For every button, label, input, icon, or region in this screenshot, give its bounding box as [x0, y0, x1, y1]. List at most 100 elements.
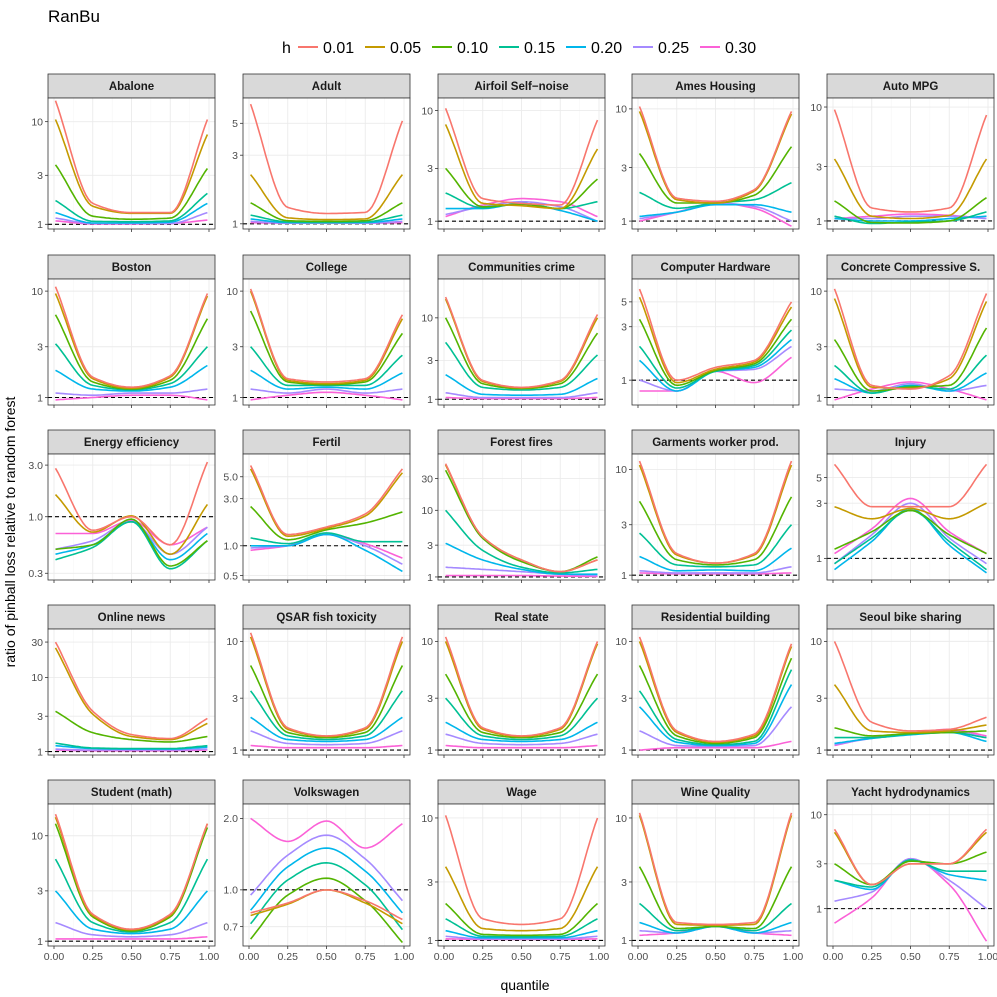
panel-10: Energy efficiency 0.3 1.0 3.0 [28, 429, 216, 583]
y-tick-label: 10 [810, 810, 822, 822]
series-line-h015 [834, 211, 987, 225]
y-tick-label: 0.5 [223, 570, 238, 582]
series-line-h015 [638, 524, 793, 568]
series-line-h015 [55, 192, 208, 223]
y-tick-label: 10 [421, 105, 433, 117]
series-group [54, 813, 209, 940]
series-group [833, 828, 988, 942]
y-tick-label: 1 [37, 392, 43, 404]
series-line-h001 [444, 463, 598, 573]
series-line-h010 [834, 851, 987, 886]
y-tick-label: 10 [421, 313, 433, 325]
panel-strip [437, 254, 606, 280]
series-group [833, 288, 988, 401]
series-line-h010 [638, 866, 793, 930]
series-line-h001 [54, 286, 209, 388]
panel-title: Real state [494, 612, 548, 624]
series-line-h020 [445, 542, 598, 575]
x-tick-label: 1.00 [394, 951, 415, 963]
series-line-h001 [54, 461, 209, 546]
y-tick-label: 3 [621, 322, 627, 334]
series-line-h020 [250, 716, 403, 743]
y-tick-label: 10 [615, 813, 627, 825]
panel-title: Wage [506, 787, 536, 799]
x-axis-label: quantile [500, 977, 549, 993]
series-line-h030 [55, 394, 208, 401]
y-tick-label: 10 [31, 831, 43, 843]
series-line-h015 [250, 214, 403, 224]
series-line-h030 [445, 744, 598, 749]
y-tick-label: 3 [37, 170, 43, 182]
series-line-h001 [638, 106, 793, 203]
series-line-h025 [55, 748, 208, 751]
panel-strip [437, 73, 606, 99]
series-line-h015 [445, 918, 598, 938]
series-line-h025 [445, 935, 598, 940]
panel-strip [47, 779, 216, 805]
panel-14: Injury 1 3 5 [816, 429, 995, 583]
series-line-h025 [250, 388, 403, 394]
series-line-h020 [834, 215, 987, 222]
series-line-h020 [445, 721, 598, 743]
y-tick-label: 3 [232, 150, 238, 162]
series-line-h001 [249, 288, 404, 383]
legend-label-1: 0.05 [390, 40, 421, 57]
series-line-h030 [834, 381, 987, 401]
grid [827, 804, 994, 946]
series-line-h001 [54, 641, 208, 740]
y-tick-label: 1 [232, 219, 238, 231]
series-group [638, 288, 793, 392]
series-line-h005 [249, 174, 404, 221]
series-line-h010 [834, 727, 987, 737]
panel-strip [631, 604, 800, 630]
panel-title: Ames Housing [675, 81, 756, 93]
legend-label-3: 0.15 [524, 40, 555, 57]
series-line-h005 [833, 158, 988, 220]
y-tick-label: 3 [232, 693, 238, 705]
y-tick-label: 1 [427, 216, 433, 228]
series-line-h005 [834, 502, 987, 520]
panel-1: Adult 1 3 5 [232, 73, 411, 232]
y-tick-label: 1 [621, 570, 627, 582]
panel-23: Wine Quality 1 3 10 0.00 0.25 0.50 0.75 1.00 [615, 779, 803, 963]
series-line-h010 [55, 518, 208, 567]
panel-strip [242, 429, 411, 455]
y-tick-label: 30 [31, 637, 43, 649]
y-tick-label: 30 [421, 473, 433, 485]
panel-9: Concrete Compressive S. 1 3 10 [810, 254, 995, 408]
panel-0: Abalone 1 3 10 [31, 73, 216, 232]
series-group [833, 463, 988, 574]
y-tick-label: 10 [810, 286, 822, 298]
series-line-h001 [444, 815, 599, 926]
x-tick-label: 0.50 [705, 951, 726, 963]
series-line-h015 [834, 354, 988, 394]
series-line-h001 [638, 636, 793, 743]
panel-strip [826, 254, 995, 280]
y-tick-label: 5 [816, 472, 822, 484]
panel-strip [437, 429, 606, 455]
y-tick-label: 0.3 [28, 568, 43, 580]
x-tick-label: 0.75 [939, 951, 960, 963]
y-tick-label: 10 [31, 672, 43, 684]
legend-label-2: 0.10 [457, 40, 488, 57]
panel-title: QSAR fish toxicity [276, 612, 377, 624]
y-tick-label: 3 [816, 693, 822, 705]
series-line-h025 [834, 502, 987, 565]
y-tick-label: 10 [421, 505, 433, 517]
y-tick-label: 3 [427, 163, 433, 175]
series-line-h020 [445, 374, 598, 396]
series-line-h030 [55, 519, 208, 546]
x-tick-label: 0.00 [239, 951, 260, 963]
series-line-h001 [444, 296, 599, 389]
panel-11: Fertil 0.5 1.0 3.0 5.0 [223, 429, 411, 583]
series-group [444, 815, 599, 941]
panel-title: Adult [312, 81, 342, 93]
y-tick-label: 3 [427, 877, 433, 889]
grid [632, 279, 799, 405]
series-line-h015 [444, 341, 599, 391]
series-line-h005 [638, 296, 793, 384]
panel-title: Abalone [109, 81, 154, 93]
y-tick-label: 3 [816, 498, 822, 510]
y-tick-label: 3 [37, 711, 43, 723]
